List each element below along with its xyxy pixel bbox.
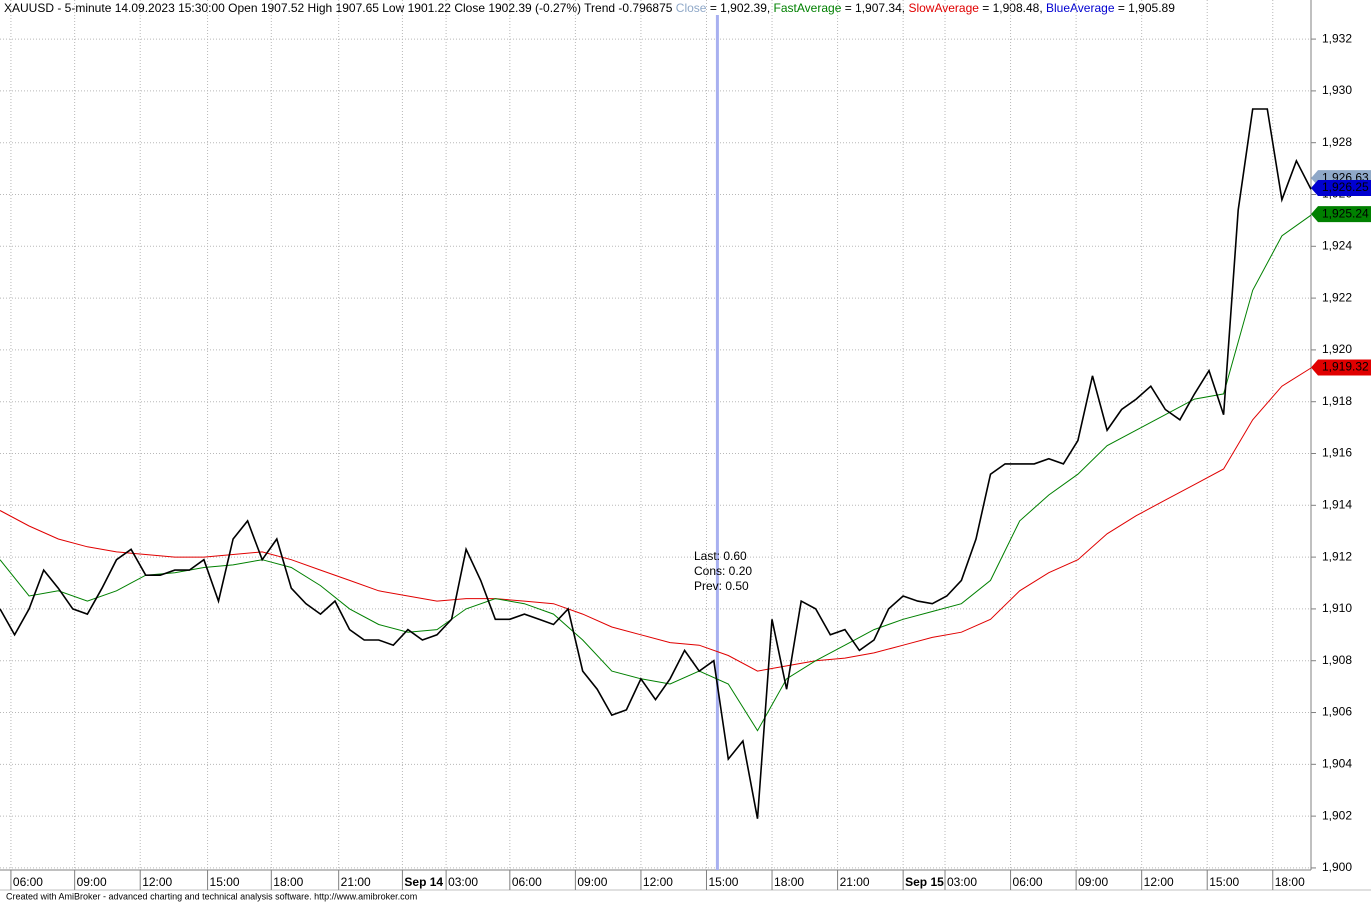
x-day-label: Sep 14 (404, 875, 443, 889)
x-tick-label: 12:00 (1144, 875, 1174, 889)
x-tick-label: 18:00 (774, 875, 804, 889)
x-tick-label: 06:00 (1013, 875, 1043, 889)
y-tick-label: 1,918 (1322, 394, 1352, 408)
price-label-bg (1311, 359, 1371, 376)
price-label-bg (1311, 206, 1371, 223)
y-tick-label: 1,928 (1322, 135, 1352, 149)
y-tick-label: 1,906 (1322, 705, 1352, 719)
annotation: Last: 0.60 (694, 549, 747, 563)
x-tick-label: 21:00 (341, 875, 371, 889)
header-part: XAUUSD - 5-minute 14.09.2023 15:30:00 Op… (4, 1, 676, 15)
y-tick-label: 1,908 (1322, 653, 1352, 667)
chart-header: XAUUSD - 5-minute 14.09.2023 15:30:00 Op… (4, 1, 1175, 15)
header-part: Close (676, 1, 707, 15)
header-part: = 1,902.39, (706, 1, 773, 15)
y-tick-label: 1,902 (1322, 808, 1352, 822)
footer: Created with AmiBroker - advanced charti… (6, 891, 417, 901)
header-part: = 1,907.34, (841, 1, 908, 15)
y-tick-label: 1,912 (1322, 549, 1352, 563)
y-tick-label: 1,910 (1322, 601, 1352, 615)
header-part: = 1,908.48, (979, 1, 1046, 15)
y-tick-label: 1,914 (1322, 497, 1352, 511)
y-tick-label: 1,930 (1322, 83, 1352, 97)
price-label: 1,919.32 (1322, 360, 1369, 374)
x-tick-label: 06:00 (512, 875, 542, 889)
x-tick-label: 12:00 (142, 875, 172, 889)
y-tick-label: 1,924 (1322, 238, 1352, 252)
x-tick-label: 12:00 (643, 875, 673, 889)
x-day-label: Sep 15 (905, 875, 944, 889)
series-line (0, 367, 1312, 672)
y-tick-label: 1,900 (1322, 860, 1352, 874)
y-tick-label: 1,916 (1322, 446, 1352, 460)
x-tick-label: 18:00 (1275, 875, 1305, 889)
x-tick-label: 06:00 (13, 875, 43, 889)
price-label-bg (1311, 180, 1371, 197)
x-tick-label: 15:00 (210, 875, 240, 889)
x-tick-label: 03:00 (448, 875, 478, 889)
series-line (0, 108, 1312, 819)
annotation: Cons: 0.20 (694, 564, 752, 578)
x-tick-label: 09:00 (577, 875, 607, 889)
x-tick-label: 15:00 (1209, 875, 1239, 889)
y-tick-label: 1,904 (1322, 756, 1352, 770)
x-tick-label: 09:00 (1078, 875, 1108, 889)
header-part: FastAverage (774, 1, 842, 15)
x-tick-label: 18:00 (273, 875, 303, 889)
y-tick-label: 1,932 (1322, 31, 1352, 45)
x-tick-label: 03:00 (947, 875, 977, 889)
series-line (0, 214, 1312, 732)
header-part: = 1,905.89 (1115, 1, 1176, 15)
price-label: 1,926.25 (1322, 180, 1369, 194)
y-tick-label: 1,922 (1322, 290, 1352, 304)
x-tick-label: 09:00 (77, 875, 107, 889)
x-tick-label: 21:00 (840, 875, 870, 889)
price-label: 1,925.24 (1322, 206, 1369, 220)
annotation: Prev: 0.50 (694, 579, 749, 593)
y-tick-label: 1,920 (1322, 342, 1352, 356)
x-tick-label: 15:00 (708, 875, 738, 889)
header-part: BlueAverage (1046, 1, 1115, 15)
header-part: SlowAverage (908, 1, 979, 15)
